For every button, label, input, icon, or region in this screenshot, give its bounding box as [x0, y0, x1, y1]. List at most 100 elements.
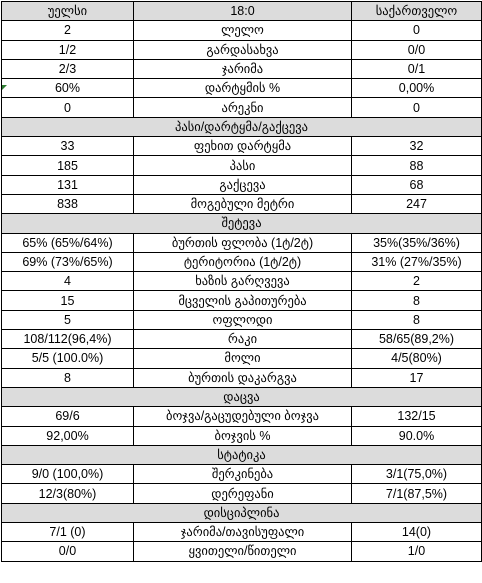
stat-label: მცველის გაპითურება: [133, 290, 352, 311]
left-team-value: 0/0: [1, 541, 134, 562]
right-team-value: 14(0): [351, 522, 482, 543]
right-team-value: 7/1(87,5%): [351, 483, 482, 504]
table-row: 838 მოგებული მეტრი 247: [1, 193, 482, 215]
right-team-value: 8: [351, 309, 482, 331]
section-title: დაცვა: [1, 386, 482, 408]
left-team-value: 92,00%: [1, 425, 134, 446]
left-team-value: 60%: [1, 78, 134, 99]
table-row: 15 მცველის გაპითურება 8: [1, 290, 482, 311]
right-team-value: 4/5(80%): [351, 348, 482, 369]
table-row: 131 გაქცევა 68: [1, 174, 482, 195]
match-stats-table: უელსი 18:0 საქართველო 2 ლელო 0 1/2 გარდასახვ…: [1, 0, 482, 562]
stats-table-body: უელსი 18:0 საქართველო 2 ლელო 0 1/2 გარდასახვ…: [1, 0, 482, 562]
stat-label: ჯარიმა/თავისუფალი: [133, 522, 352, 543]
section-header-row: პასი/დარტყმა/გაქცევა: [1, 116, 482, 138]
table-row: 1/2 გარდასახვა 0/0: [1, 39, 482, 60]
left-team-value: 185: [1, 155, 134, 176]
left-team-value: 4: [1, 271, 134, 292]
table-row: 60% დარტყმის % 0,00%: [1, 78, 482, 99]
left-team-value: 2/3: [1, 58, 134, 80]
stat-label: ლელო: [133, 20, 352, 41]
stat-label: ფეხით დარტყმა: [133, 136, 352, 157]
table-row: 7/1 (0) ჯარიმა/თავისუფალი 14(0): [1, 522, 482, 543]
table-row: 0 არეკნი 0: [1, 97, 482, 118]
right-team-value: 247: [351, 193, 482, 215]
table-row: 92,00% ბოჯვის % 90.0%: [1, 425, 482, 446]
right-team-value: 88: [351, 155, 482, 176]
section-header-row: დისციპლინა: [1, 502, 482, 524]
stat-label: შერკინება: [133, 464, 352, 485]
left-team-value: 838: [1, 193, 134, 215]
right-team-value: 0: [351, 97, 482, 118]
left-team-value: 8: [1, 367, 134, 388]
table-row: 185 პასი 88: [1, 155, 482, 176]
team-left-name: უელსი: [1, 0, 134, 22]
right-team-value: 32: [351, 136, 482, 157]
left-team-value: 2: [1, 20, 134, 41]
stat-label: ტერიტორია (1ტ/2ტ): [133, 251, 352, 273]
section-title: შეტევა: [1, 213, 482, 234]
stat-label: ბურთის ფლობა (1ტ/2ტ): [133, 232, 352, 253]
section-header-row: შეტევა: [1, 213, 482, 234]
section-title: სტატიკა: [1, 444, 482, 466]
left-team-value: 5/5 (100.0%): [1, 348, 134, 369]
stat-label: ოფლოდი: [133, 309, 352, 331]
left-team-value: 12/3(80%): [1, 483, 134, 504]
stat-label: მოლი: [133, 348, 352, 369]
header-row: უელსი 18:0 საქართველო: [1, 0, 482, 22]
section-header-row: სტატიკა: [1, 444, 482, 466]
table-row: 9/0 (100,0%) შერკინება 3/1(75,0%): [1, 464, 482, 485]
stat-label: ბურთის დაკარგვა: [133, 367, 352, 388]
table-row: 8 ბურთის დაკარგვა 17: [1, 367, 482, 388]
team-right-name: საქართველო: [351, 0, 482, 22]
table-row: 33 ფეხით დარტყმა 32: [1, 136, 482, 157]
table-row: 5/5 (100.0%) მოლი 4/5(80%): [1, 348, 482, 369]
stat-label: რაკი: [133, 329, 352, 350]
right-team-value: 132/15: [351, 406, 482, 427]
table-row: 69/6 ბოჯვა/გაცუდებული ბოჯვა 132/15: [1, 406, 482, 427]
stat-label: პასი: [133, 155, 352, 176]
table-row: 69% (73%/65%) ტერიტორია (1ტ/2ტ) 31% (27%/3…: [1, 251, 482, 273]
right-team-value: 0,00%: [351, 78, 482, 99]
stat-label: ყვითელი/წითელი: [133, 541, 352, 562]
stat-label: ბოჯვის %: [133, 425, 352, 446]
left-team-value: 1/2: [1, 39, 134, 60]
table-row: 12/3(80%) დერეფანი 7/1(87,5%): [1, 483, 482, 504]
left-team-value: 108/112(96,4%): [1, 329, 134, 350]
section-title: დისციპლინა: [1, 502, 482, 524]
left-team-value: 69/6: [1, 406, 134, 427]
right-team-value: 0/1: [351, 58, 482, 80]
right-team-value: 58/65(89,2%): [351, 329, 482, 350]
table-row: 0/0 ყვითელი/წითელი 1/0: [1, 541, 482, 562]
left-team-value: 5: [1, 309, 134, 331]
table-row: 108/112(96,4%) რაკი 58/65(89,2%): [1, 329, 482, 350]
right-team-value: 68: [351, 174, 482, 195]
section-header-row: დაცვა: [1, 386, 482, 408]
stat-label: ბოჯვა/გაცუდებული ბოჯვა: [133, 406, 352, 427]
right-team-value: 2: [351, 271, 482, 292]
right-team-value: 17: [351, 367, 482, 388]
left-team-value: 9/0 (100,0%): [1, 464, 134, 485]
table-row: 2 ლელო 0: [1, 20, 482, 41]
right-team-value: 90.0%: [351, 425, 482, 446]
right-team-value: 31% (27%/35%): [351, 251, 482, 273]
stat-label: დერეფანი: [133, 483, 352, 504]
right-team-value: 1/0: [351, 541, 482, 562]
stat-label: ჯარიმა: [133, 58, 352, 80]
stat-label: გარდასახვა: [133, 39, 352, 60]
right-team-value: 8: [351, 290, 482, 311]
table-row: 5 ოფლოდი 8: [1, 309, 482, 331]
left-team-value: 7/1 (0): [1, 522, 134, 543]
table-row: 2/3 ჯარიმა 0/1: [1, 58, 482, 80]
right-team-value: 3/1(75,0%): [351, 464, 482, 485]
right-team-value: 35%(35%/36%): [351, 232, 482, 253]
stat-label: არეკნი: [133, 97, 352, 118]
left-team-value: 69% (73%/65%): [1, 251, 134, 273]
right-team-value: 0: [351, 20, 482, 41]
table-row: 4 ხაზის გარღვევა 2: [1, 271, 482, 292]
match-score: 18:0: [133, 0, 352, 22]
left-team-value: 65% (65%/64%): [1, 232, 134, 253]
stat-label: მოგებული მეტრი: [133, 193, 352, 215]
stat-label: გაქცევა: [133, 174, 352, 195]
right-team-value: 0/0: [351, 39, 482, 60]
